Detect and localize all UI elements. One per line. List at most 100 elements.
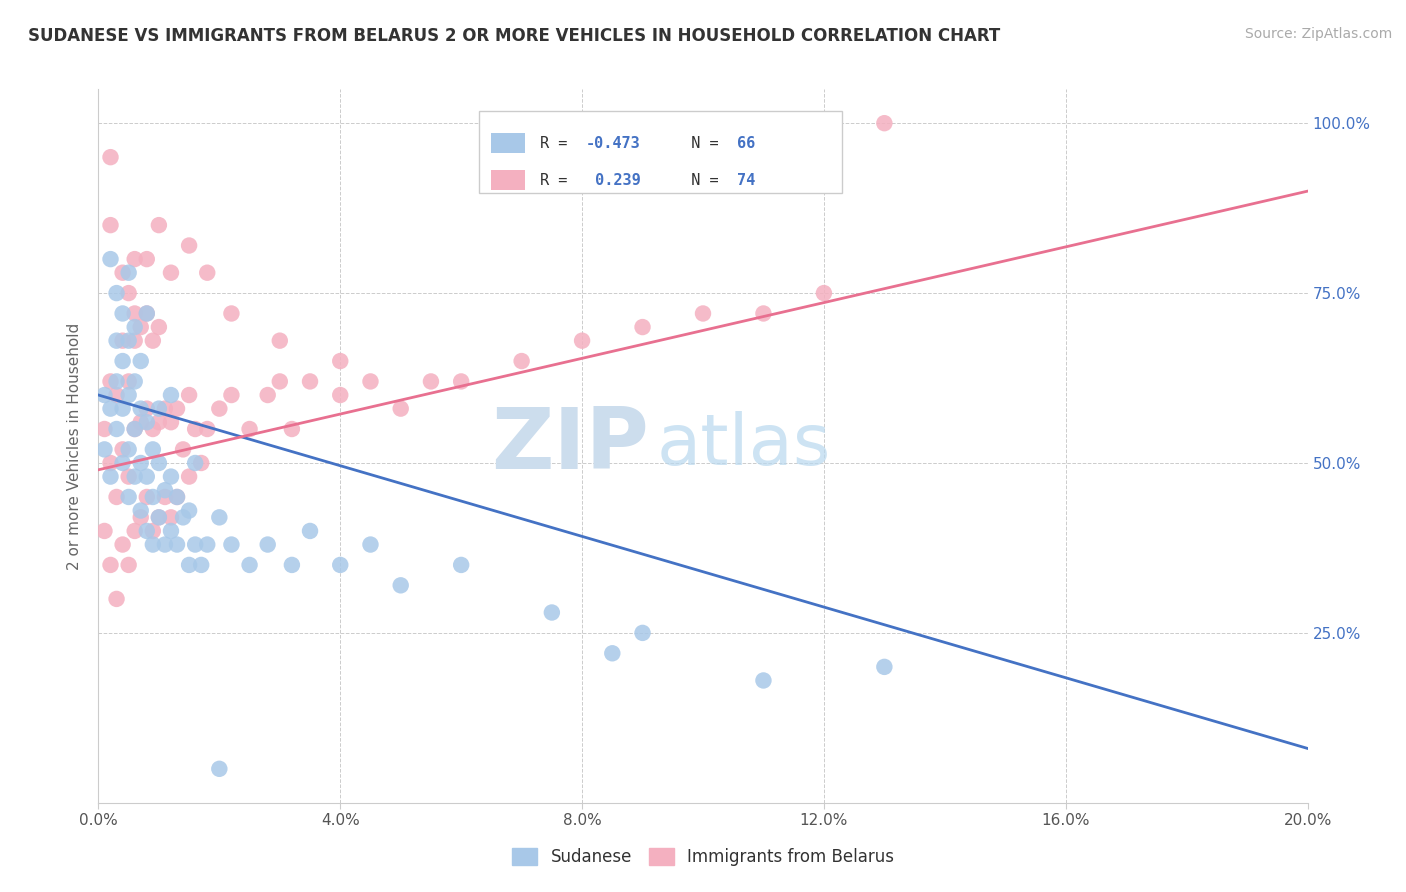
Point bbox=[184, 422, 207, 436]
Point bbox=[179, 388, 201, 402]
Point bbox=[105, 286, 128, 301]
Point bbox=[118, 375, 141, 389]
Point bbox=[135, 306, 157, 320]
Point bbox=[148, 510, 170, 524]
Point bbox=[124, 375, 146, 389]
Bar bbox=[479, 111, 842, 193]
Point bbox=[256, 537, 278, 551]
Text: -0.473: -0.473 bbox=[586, 136, 641, 151]
Point bbox=[166, 490, 188, 504]
Text: SUDANESE VS IMMIGRANTS FROM BELARUS 2 OR MORE VEHICLES IN HOUSEHOLD CORRELATION : SUDANESE VS IMMIGRANTS FROM BELARUS 2 OR… bbox=[28, 27, 1001, 45]
Point bbox=[124, 422, 146, 436]
Point bbox=[389, 401, 412, 416]
Point bbox=[752, 306, 775, 320]
Point bbox=[148, 510, 170, 524]
Point bbox=[239, 422, 262, 436]
Point bbox=[602, 646, 624, 660]
Point bbox=[208, 510, 231, 524]
Point bbox=[148, 320, 170, 334]
Point bbox=[124, 524, 146, 538]
Point bbox=[118, 388, 141, 402]
Point bbox=[105, 388, 128, 402]
Point bbox=[124, 320, 146, 334]
Point bbox=[208, 762, 231, 776]
Point bbox=[420, 375, 443, 389]
Point bbox=[93, 524, 115, 538]
Point bbox=[118, 442, 141, 457]
Point bbox=[153, 483, 176, 498]
Point bbox=[118, 334, 141, 348]
Point bbox=[105, 422, 128, 436]
Point bbox=[129, 415, 152, 429]
Point bbox=[135, 401, 157, 416]
Point bbox=[93, 422, 115, 436]
Point bbox=[124, 469, 146, 483]
Point bbox=[153, 401, 176, 416]
Text: Source: ZipAtlas.com: Source: ZipAtlas.com bbox=[1244, 27, 1392, 41]
Point bbox=[360, 537, 382, 551]
Point bbox=[93, 442, 115, 457]
Point bbox=[813, 286, 835, 301]
Point bbox=[142, 537, 165, 551]
Point bbox=[299, 375, 322, 389]
Point bbox=[510, 354, 533, 368]
Point bbox=[281, 558, 304, 572]
Point bbox=[124, 306, 146, 320]
Point bbox=[256, 388, 278, 402]
Point bbox=[129, 510, 152, 524]
Point bbox=[118, 558, 141, 572]
Point bbox=[166, 537, 188, 551]
Text: R =: R = bbox=[540, 136, 576, 151]
Point bbox=[129, 401, 152, 416]
Text: R =: R = bbox=[540, 173, 576, 188]
Point bbox=[124, 334, 146, 348]
Bar bbox=[492, 134, 526, 153]
Point bbox=[118, 286, 141, 301]
Point bbox=[179, 558, 201, 572]
Point bbox=[129, 456, 152, 470]
Point bbox=[221, 388, 243, 402]
Point bbox=[631, 320, 654, 334]
Legend: Sudanese, Immigrants from Belarus: Sudanese, Immigrants from Belarus bbox=[506, 841, 900, 873]
Point bbox=[124, 252, 146, 266]
Point bbox=[111, 401, 134, 416]
Point bbox=[100, 469, 122, 483]
Point bbox=[166, 490, 188, 504]
Point bbox=[148, 456, 170, 470]
Point bbox=[111, 354, 134, 368]
Point bbox=[329, 388, 352, 402]
Point bbox=[93, 388, 115, 402]
Point bbox=[160, 469, 183, 483]
Point bbox=[100, 150, 122, 164]
Text: atlas: atlas bbox=[657, 411, 831, 481]
Point bbox=[100, 218, 122, 232]
Point bbox=[129, 354, 152, 368]
Point bbox=[221, 537, 243, 551]
Point bbox=[135, 252, 157, 266]
Point bbox=[160, 415, 183, 429]
Point bbox=[100, 401, 122, 416]
Point bbox=[148, 401, 170, 416]
Point bbox=[221, 306, 243, 320]
Point bbox=[118, 266, 141, 280]
Point bbox=[208, 401, 231, 416]
Point bbox=[100, 558, 122, 572]
Point bbox=[118, 469, 141, 483]
Point bbox=[111, 442, 134, 457]
Point bbox=[179, 503, 201, 517]
Point bbox=[111, 456, 134, 470]
Point bbox=[111, 266, 134, 280]
Point bbox=[111, 537, 134, 551]
Point bbox=[166, 401, 188, 416]
Point bbox=[190, 456, 212, 470]
Text: 74: 74 bbox=[737, 173, 755, 188]
Point bbox=[105, 591, 128, 606]
Point bbox=[571, 334, 593, 348]
Point bbox=[135, 469, 157, 483]
Point bbox=[105, 490, 128, 504]
Point bbox=[389, 578, 412, 592]
Point bbox=[873, 116, 896, 130]
Point bbox=[100, 456, 122, 470]
Point bbox=[160, 524, 183, 538]
Point bbox=[129, 503, 152, 517]
